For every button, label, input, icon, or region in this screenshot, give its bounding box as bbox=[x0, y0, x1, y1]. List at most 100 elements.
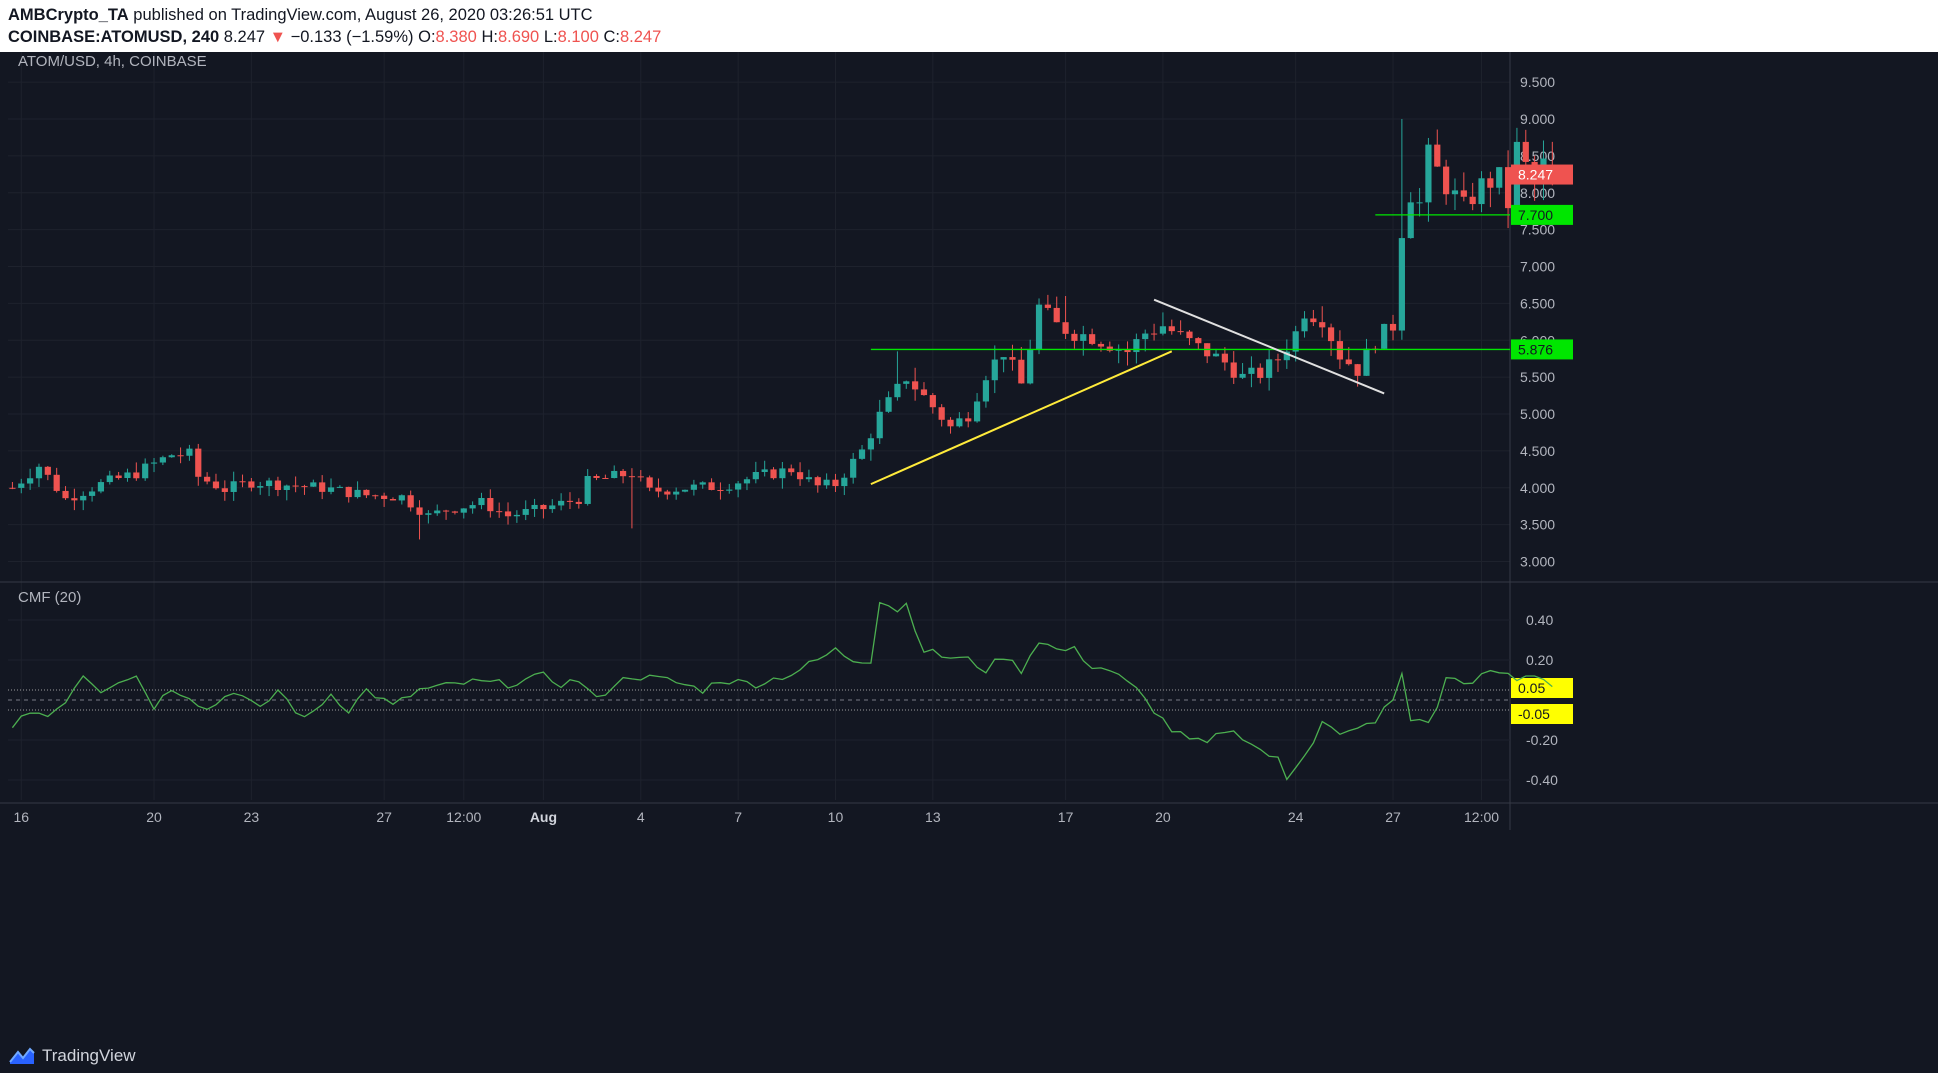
candle-body bbox=[796, 472, 804, 480]
candle-body bbox=[690, 484, 697, 490]
cmf-axis-tick: -0.40 bbox=[1526, 772, 1558, 788]
candle-body bbox=[381, 495, 388, 500]
time-axis-tick: 13 bbox=[925, 809, 941, 825]
price-axis-tick: 6.500 bbox=[1520, 295, 1555, 311]
low-label: L: bbox=[543, 28, 558, 46]
candle-body bbox=[850, 458, 857, 478]
candle-body bbox=[230, 481, 237, 492]
symbol-label[interactable]: COINBASE:ATOMUSD, 240 bbox=[8, 28, 220, 46]
candle-body bbox=[912, 381, 919, 390]
time-axis-tick: 10 bbox=[828, 809, 844, 825]
candle-body bbox=[336, 486, 343, 488]
candle-body bbox=[496, 511, 503, 513]
footer-brand[interactable]: TradingView bbox=[42, 1046, 136, 1065]
candle-body bbox=[894, 383, 901, 398]
candle-body bbox=[195, 448, 202, 477]
publication-header: AMBCrypto_TA published on TradingView.co… bbox=[0, 0, 1938, 52]
candle-body bbox=[1097, 343, 1105, 347]
candle-body bbox=[593, 475, 600, 478]
candle-body bbox=[1398, 238, 1405, 331]
candle-body bbox=[1319, 322, 1326, 328]
candle-body bbox=[1327, 327, 1335, 342]
candle-body bbox=[1150, 333, 1158, 335]
high-label: H: bbox=[481, 28, 498, 46]
time-axis-tick: 16 bbox=[13, 809, 29, 825]
support-level-tag bbox=[1511, 204, 1573, 225]
cmf-band-value: 0.05 bbox=[1518, 680, 1545, 696]
candle-body bbox=[142, 463, 149, 479]
candle-body bbox=[504, 511, 512, 517]
cmf-band-value: -0.05 bbox=[1518, 706, 1550, 722]
cmf-axis-tick: 0.20 bbox=[1526, 652, 1553, 668]
price-axis-tick: 8.000 bbox=[1520, 185, 1555, 201]
candle-body bbox=[673, 491, 680, 495]
chart-canvas[interactable]: 3.0003.5004.0004.5005.0005.5006.0006.500… bbox=[0, 52, 1938, 1050]
candle-body bbox=[637, 476, 644, 478]
candle-body bbox=[726, 489, 733, 491]
open-label: O: bbox=[418, 28, 436, 46]
candle-body bbox=[1363, 348, 1370, 376]
candle-body bbox=[97, 482, 105, 492]
candle-body bbox=[168, 455, 175, 458]
candle-body bbox=[9, 487, 16, 489]
candle-body bbox=[681, 489, 689, 492]
candle-body bbox=[1071, 333, 1078, 341]
candle-body bbox=[212, 481, 220, 489]
candle-body bbox=[982, 380, 990, 402]
candle-body bbox=[44, 466, 51, 475]
last-price-tag bbox=[1511, 164, 1573, 185]
tradingview-logo-icon[interactable] bbox=[8, 1046, 36, 1066]
support-level-tag bbox=[1511, 339, 1573, 360]
candle-body bbox=[1381, 323, 1388, 349]
candle-body bbox=[575, 501, 582, 504]
candle-body bbox=[327, 487, 335, 492]
candle-body bbox=[71, 498, 78, 501]
ascending-trendline bbox=[870, 350, 1173, 486]
candle-body bbox=[929, 395, 936, 408]
candle-body bbox=[434, 510, 441, 514]
candle-body bbox=[442, 510, 450, 512]
published-text: published on TradingView.com, August 26,… bbox=[133, 6, 593, 24]
candle-body bbox=[1018, 359, 1025, 384]
candle-body bbox=[177, 455, 184, 457]
candle-body bbox=[310, 482, 317, 487]
candle-body bbox=[478, 498, 485, 506]
candle-body bbox=[558, 500, 565, 506]
candle-body bbox=[292, 485, 299, 487]
candle-body bbox=[743, 479, 751, 484]
down-arrow-icon: ▼ bbox=[269, 28, 287, 46]
candle-body bbox=[1274, 359, 1282, 361]
price-axis-tick: 9.000 bbox=[1520, 111, 1555, 127]
candle-body bbox=[531, 504, 538, 510]
candle-body bbox=[283, 485, 290, 491]
candle-body bbox=[1230, 362, 1237, 378]
time-axis-tick: Aug bbox=[530, 809, 557, 825]
candle-body bbox=[1301, 318, 1308, 332]
price-axis-tick: 9.500 bbox=[1520, 74, 1555, 90]
candle-body bbox=[204, 476, 211, 482]
cmf-series-line bbox=[11, 601, 1553, 781]
candle-body bbox=[248, 481, 255, 488]
candle-body bbox=[805, 477, 813, 480]
cmf-axis-tick: -0.20 bbox=[1526, 732, 1558, 748]
candle-body bbox=[646, 477, 653, 488]
candle-body bbox=[1159, 326, 1167, 334]
candle-body bbox=[1124, 349, 1131, 353]
candle-body bbox=[920, 389, 928, 396]
candle-body bbox=[947, 419, 954, 427]
candle-body bbox=[1310, 318, 1317, 323]
candle-body bbox=[416, 507, 423, 515]
time-axis-tick: 20 bbox=[146, 809, 162, 825]
price-axis-tick: 3.500 bbox=[1520, 517, 1555, 533]
publisher-name[interactable]: AMBCrypto_TA bbox=[8, 6, 129, 24]
candle-body bbox=[1221, 353, 1228, 363]
price-axis-tick: 7.500 bbox=[1520, 222, 1555, 238]
candle-body bbox=[1027, 349, 1034, 384]
candle-body bbox=[1336, 341, 1344, 360]
candle-body bbox=[973, 401, 981, 422]
high-value: 8.690 bbox=[497, 28, 540, 46]
time-axis-tick: 7 bbox=[734, 809, 742, 825]
candle-body bbox=[1478, 178, 1485, 205]
candle-body bbox=[628, 476, 636, 478]
price-axis-tick: 3.000 bbox=[1520, 554, 1555, 570]
